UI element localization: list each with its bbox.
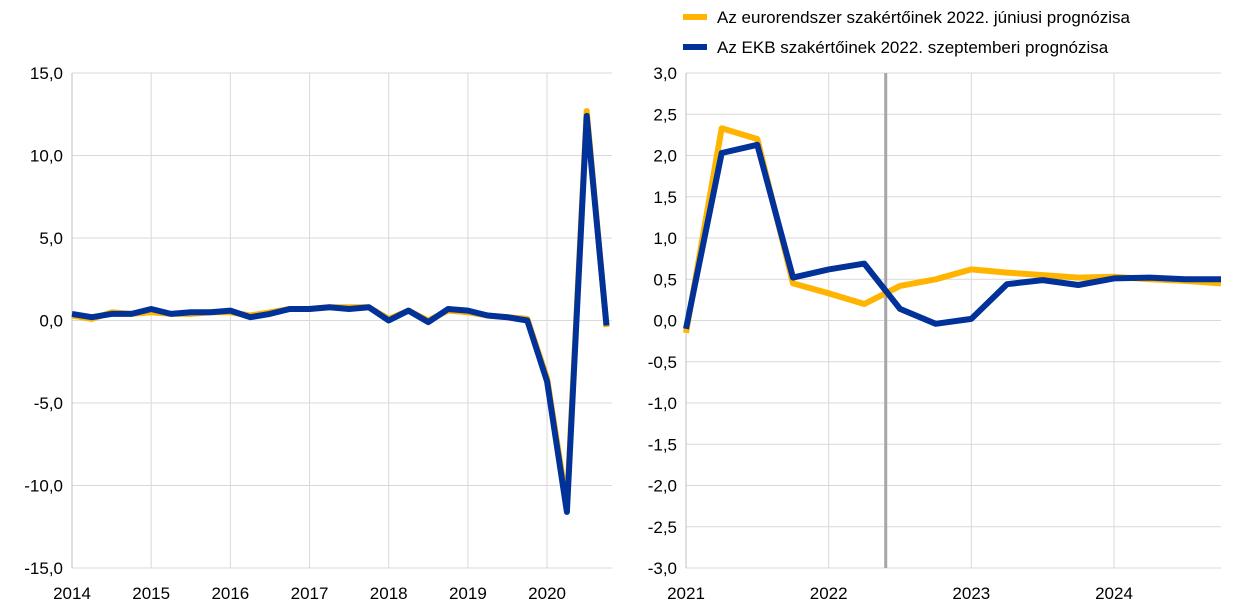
right-y-tick-label: -2,0 xyxy=(648,477,677,496)
left-y-tick-label: -15,0 xyxy=(24,559,63,578)
right-y-tick-label: 0,5 xyxy=(653,270,677,289)
right-x-tick-label: 2023 xyxy=(952,584,990,603)
left-x-tick-label: 2015 xyxy=(132,584,170,603)
left-x-tick-label: 2016 xyxy=(211,584,249,603)
right-series-line-june xyxy=(683,125,1222,334)
right-y-tick-label: -1,0 xyxy=(648,394,677,413)
right-series-line-september xyxy=(683,141,1221,330)
right-x-tick-label: 2024 xyxy=(1095,584,1133,603)
left-x-tick-label: 2018 xyxy=(370,584,408,603)
right-panel: 3,0 2,5 2,0 1,5 1,0 0,5 0,0 -0,5 -1,0 -1,5 -2,0 -2,… xyxy=(648,64,1222,603)
left-x-tick-label: 2017 xyxy=(291,584,329,603)
right-y-tick-label: 2,5 xyxy=(653,105,677,124)
left-y-tick-label: 10,0 xyxy=(30,147,63,166)
left-y-tick-label: 0,0 xyxy=(39,312,63,331)
left-x-tick-label: 2019 xyxy=(449,584,487,603)
legend-label-september: Az EKB szakértőinek 2022. szeptemberi pr… xyxy=(717,38,1109,57)
left-series-line-september xyxy=(71,112,610,515)
right-y-tick-label: 2,0 xyxy=(653,147,677,166)
right-y-tick-label: 1,5 xyxy=(653,188,677,207)
right-y-tick-label: -1,5 xyxy=(648,435,677,454)
left-panel: 15,0 10,0 5,0 0,0 -5,0 -10,0 -15,0 2014 2015 2016… xyxy=(24,64,612,603)
left-y-tick-label: 15,0 xyxy=(30,64,63,83)
legend-label-june: Az eurorendszer szakértőinek 2022. júniu… xyxy=(717,8,1131,27)
right-y-tick-label: -0,5 xyxy=(648,353,677,372)
left-x-tick-label: 2014 xyxy=(53,584,91,603)
right-y-tick-label: 0,0 xyxy=(653,312,677,331)
right-y-tick-label: 3,0 xyxy=(653,64,677,83)
right-y-tick-label: 1,0 xyxy=(653,229,677,248)
left-y-tick-label: -10,0 xyxy=(24,477,63,496)
right-y-tick-label: -2,5 xyxy=(648,518,677,537)
right-x-tick-label: 2021 xyxy=(667,584,705,603)
right-x-tick-label: 2022 xyxy=(810,584,848,603)
right-y-tick-label: -3,0 xyxy=(648,559,677,578)
left-x-tick-label: 2020 xyxy=(528,584,566,603)
legend: Az eurorendszer szakértőinek 2022. júniu… xyxy=(683,8,1131,57)
left-y-tick-label: 5,0 xyxy=(39,229,63,248)
left-y-tick-label: -5,0 xyxy=(34,394,63,413)
